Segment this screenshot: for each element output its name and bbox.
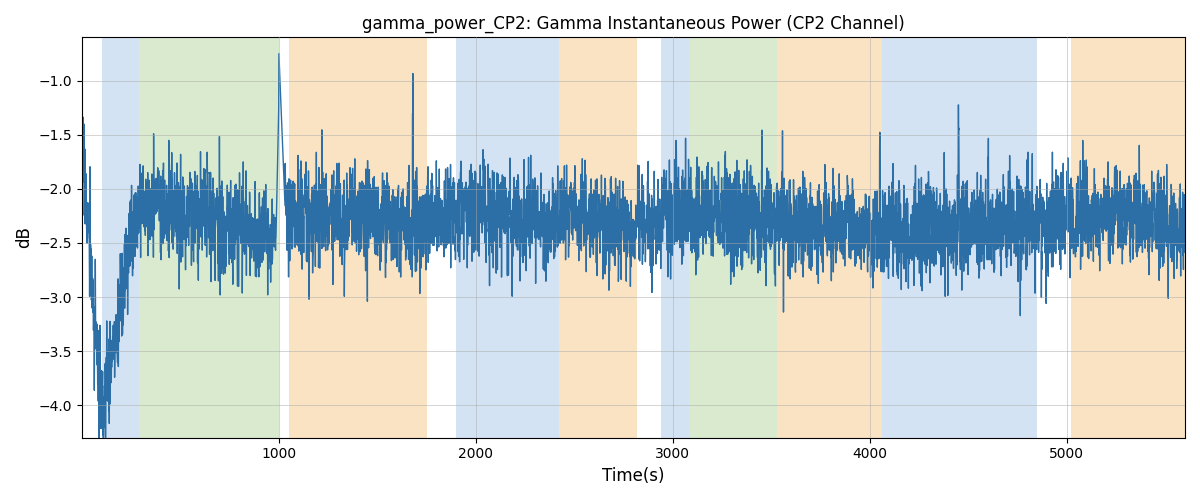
Bar — [778, 38, 882, 438]
Bar — [289, 38, 427, 438]
Bar — [456, 38, 558, 438]
X-axis label: Time(s): Time(s) — [602, 467, 665, 485]
Bar — [661, 38, 689, 438]
Title: gamma_power_CP2: Gamma Instantaneous Power (CP2 Channel): gamma_power_CP2: Gamma Instantaneous Pow… — [362, 15, 905, 34]
Bar — [102, 38, 139, 438]
Bar — [139, 38, 278, 438]
Bar — [689, 38, 778, 438]
Y-axis label: dB: dB — [14, 226, 32, 248]
Bar — [558, 38, 637, 438]
Bar — [882, 38, 1037, 438]
Bar — [1070, 38, 1186, 438]
